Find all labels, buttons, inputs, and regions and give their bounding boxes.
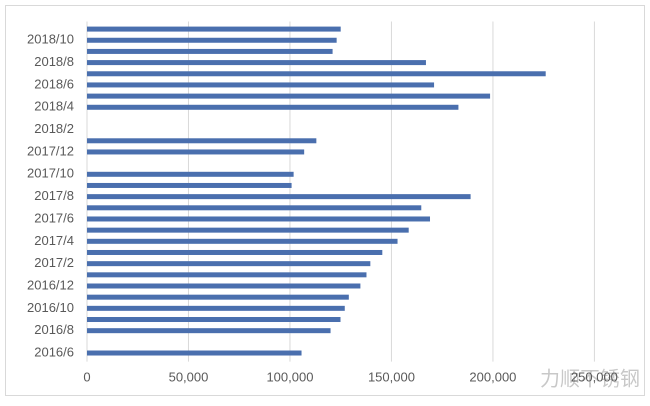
chart-border [5, 5, 645, 396]
bar [87, 350, 302, 356]
bar [87, 294, 349, 300]
bar [87, 272, 367, 278]
y-tick-label: 2017/2 [34, 255, 74, 270]
y-tick-label: 2016/10 [27, 300, 74, 315]
y-tick-label: 2017/8 [34, 188, 74, 203]
y-tick-label: 2018/6 [34, 76, 74, 91]
bar [87, 138, 317, 144]
bar [87, 71, 546, 77]
y-tick-label: 2016/6 [34, 344, 74, 359]
y-tick-label: 2017/12 [27, 143, 74, 158]
y-tick-label: 2017/10 [27, 166, 74, 181]
watermark: 力顺不锈钢 [540, 367, 640, 390]
y-tick-label: 2018/4 [34, 99, 74, 114]
bar [87, 283, 361, 289]
x-tick-label: 0 [83, 369, 90, 384]
bar [87, 238, 398, 244]
y-tick-label: 2017/6 [34, 210, 74, 225]
x-tick-label: 100,000 [266, 369, 313, 384]
y-tick-label: 2016/12 [27, 277, 74, 292]
x-tick-label: 50,000 [169, 369, 209, 384]
bar [87, 227, 409, 233]
bar [87, 205, 422, 211]
y-tick-label: 2017/4 [34, 233, 74, 248]
bar [87, 104, 459, 110]
y-tick-label: 2018/10 [27, 32, 74, 47]
bar [87, 261, 371, 267]
y-tick-label: 2016/8 [34, 322, 74, 337]
bar [87, 82, 435, 88]
bar [87, 328, 331, 334]
bar [87, 194, 471, 200]
bar [87, 60, 426, 66]
bar [87, 26, 341, 32]
bar [87, 305, 345, 311]
bar [87, 48, 333, 54]
y-tick-label: 2018/8 [34, 54, 74, 69]
bar [87, 37, 337, 43]
bar [87, 93, 491, 99]
x-tick-label: 250,000 [571, 369, 618, 384]
x-tick-label: 200,000 [469, 369, 516, 384]
bar [87, 249, 383, 255]
bar [87, 182, 292, 188]
y-tick-label: 2018/2 [34, 121, 74, 136]
x-tick-label: 150,000 [368, 369, 415, 384]
bar [87, 171, 294, 177]
bar [87, 149, 305, 155]
bar [87, 216, 431, 222]
bar [87, 317, 341, 323]
